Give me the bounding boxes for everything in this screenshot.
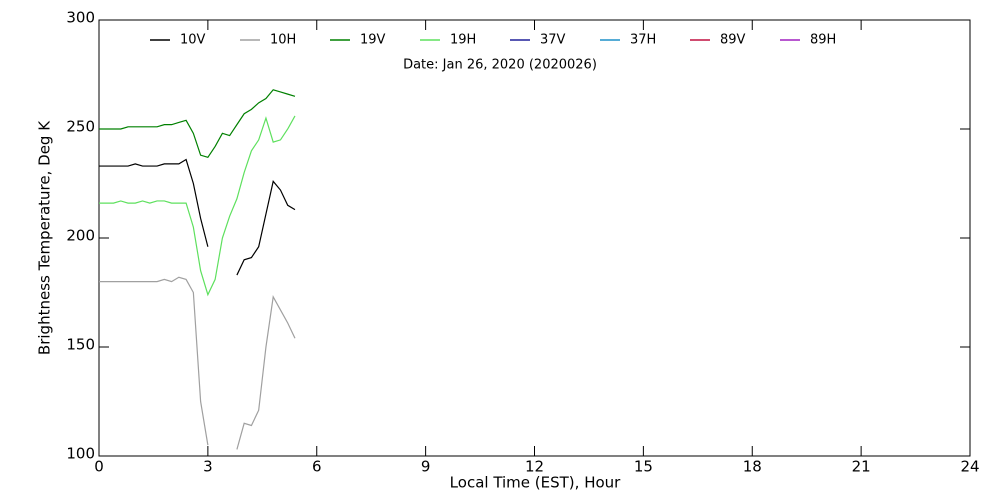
- series-line: [99, 115, 296, 297]
- legend-label: 19V: [360, 33, 386, 48]
- y-tick-label: 100: [66, 445, 95, 463]
- legend-label: 89H: [810, 33, 836, 48]
- y-tick-label: 250: [66, 118, 95, 136]
- x-tick-label: 0: [94, 458, 104, 476]
- x-tick-label: 6: [312, 458, 322, 476]
- legend-label: 19H: [450, 33, 476, 48]
- date-annotation: Date: Jan 26, 2020 (2020026): [403, 58, 597, 73]
- x-tick-label: 18: [743, 458, 762, 476]
- x-tick-label: 3: [203, 458, 213, 476]
- legend-label: 37V: [540, 33, 566, 48]
- y-tick-label: 200: [66, 227, 95, 245]
- series-line: [99, 158, 296, 276]
- x-tick-label: 12: [525, 458, 544, 476]
- legend-label: 10H: [270, 33, 296, 48]
- legend-label: 89V: [720, 33, 746, 48]
- y-tick-label: 300: [66, 9, 95, 27]
- plot-frame: [98, 19, 971, 457]
- x-axis-label: Local Time (EST), Hour: [450, 474, 621, 492]
- legend-label: 10V: [180, 33, 206, 48]
- x-tick-label: 15: [634, 458, 653, 476]
- series-line: [99, 89, 296, 159]
- legend-label: 37H: [630, 33, 656, 48]
- y-axis-label: Brightness Temperature, Deg K: [36, 120, 54, 355]
- x-tick-label: 9: [421, 458, 431, 476]
- y-tick-label: 150: [66, 336, 95, 354]
- x-tick-label: 21: [852, 458, 871, 476]
- x-tick-label: 24: [960, 458, 979, 476]
- series-line: [99, 276, 296, 450]
